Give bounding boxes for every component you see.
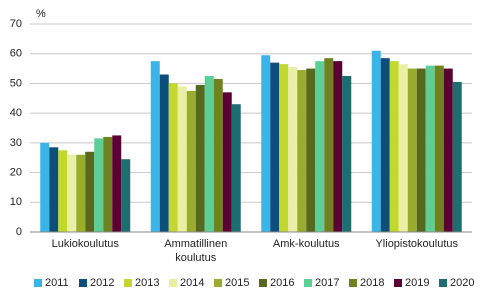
bar — [324, 58, 334, 232]
legend-label: 2014 — [180, 277, 204, 289]
y-tick-label: 40 — [10, 107, 22, 119]
legend-swatch — [304, 279, 312, 287]
bar — [315, 61, 325, 233]
bar — [270, 62, 280, 232]
y-tick-label: 10 — [10, 196, 22, 208]
y-tick-label: 60 — [10, 48, 22, 60]
bar — [40, 142, 50, 232]
bar — [279, 64, 289, 232]
bar — [150, 61, 160, 233]
x-tick-label: Yliopistokoulutus — [375, 238, 458, 250]
y-tick-label: 50 — [10, 77, 22, 89]
bar — [297, 70, 307, 232]
bar — [443, 68, 453, 232]
legend-label: 2017 — [315, 277, 339, 289]
bar — [103, 136, 113, 232]
bar — [380, 58, 390, 232]
bar — [306, 68, 316, 232]
legend-swatch — [439, 279, 447, 287]
bar — [261, 55, 271, 233]
legend-swatch — [169, 279, 177, 287]
legend-swatch — [349, 279, 357, 287]
y-tick-label: 0 — [16, 226, 22, 238]
bar — [389, 61, 399, 233]
bar — [288, 67, 298, 232]
bar — [112, 135, 122, 232]
bar — [434, 65, 444, 232]
bar — [85, 151, 95, 232]
legend-label: 2015 — [225, 277, 249, 289]
legend-label: 2013 — [135, 277, 159, 289]
legend-label: 2012 — [90, 277, 114, 289]
legend-label: 2016 — [270, 277, 294, 289]
bar — [342, 76, 352, 232]
y-axis-label: % — [36, 8, 46, 20]
bar — [58, 150, 68, 232]
bar — [195, 84, 205, 233]
bar — [204, 76, 214, 232]
x-tick-label: Ammatillinen koulutus — [164, 238, 227, 264]
bar — [231, 104, 241, 232]
bar — [76, 154, 86, 232]
legend-swatch — [124, 279, 132, 287]
legend-label: 2011 — [45, 277, 69, 289]
y-tick-label: 70 — [10, 18, 22, 30]
bar — [222, 92, 232, 232]
bar — [159, 74, 169, 232]
bar — [452, 81, 462, 232]
bar — [407, 68, 417, 232]
bar — [186, 90, 196, 232]
bar — [333, 61, 343, 233]
bar — [67, 154, 77, 232]
legend-swatch — [79, 279, 87, 287]
bar — [371, 50, 381, 232]
x-tick-label: Amk-koulutus — [273, 238, 340, 250]
legend-label: 2020 — [450, 277, 474, 289]
bar — [168, 83, 178, 232]
bar — [416, 68, 426, 232]
bar — [177, 86, 187, 233]
bar — [94, 138, 104, 232]
legend-swatch — [34, 279, 42, 287]
legend-swatch — [259, 279, 267, 287]
bar — [49, 147, 59, 232]
y-tick-label: 30 — [10, 137, 22, 149]
legend-label: 2018 — [360, 277, 384, 289]
legend-label: 2019 — [405, 277, 429, 289]
bar — [398, 64, 408, 232]
bar — [121, 159, 131, 232]
bar — [425, 65, 435, 232]
legend-swatch — [214, 279, 222, 287]
x-tick-label: Lukiokoulutus — [52, 238, 120, 250]
y-tick-label: 20 — [10, 166, 22, 178]
bar — [213, 78, 223, 232]
legend-swatch — [394, 279, 402, 287]
